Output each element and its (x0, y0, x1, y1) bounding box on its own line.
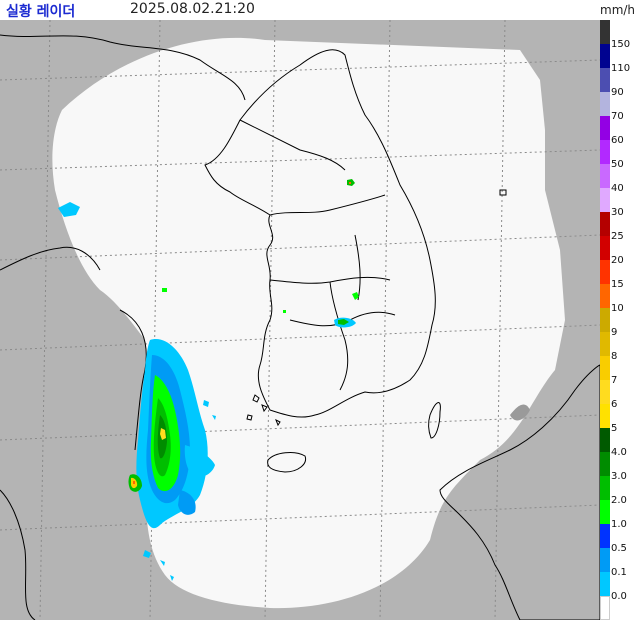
legend-label: 70 (611, 111, 624, 122)
legend-label: 1.0 (611, 519, 627, 530)
legend-swatch (600, 188, 610, 212)
legend-swatch-base (600, 596, 610, 620)
legend-label: 9 (611, 327, 618, 338)
legend-label: 50 (611, 159, 624, 170)
radar-map[interactable] (0, 20, 600, 620)
legend-swatch (600, 284, 610, 308)
legend-swatch (600, 140, 610, 164)
legend-swatch (600, 44, 610, 68)
legend-label: 8 (611, 351, 618, 362)
legend-swatch (600, 476, 610, 500)
legend-swatch (600, 572, 610, 596)
legend-label: 90 (611, 87, 624, 98)
legend-label: 3.0 (611, 471, 627, 482)
legend-label: 0.1 (611, 567, 627, 578)
legend-swatch (600, 428, 610, 452)
legend-swatch (600, 20, 610, 44)
radar-echoes (58, 179, 530, 581)
precipitation-legend: 150 110 90 70 60 50 40 30 25 20 15 10 9 8 7 6 5 4.0 3.0 2.0… (600, 20, 635, 620)
legend-label: 30 (611, 207, 624, 218)
legend-label: 6 (611, 399, 618, 410)
legend-label: 2.0 (611, 495, 627, 506)
legend-swatch (600, 548, 610, 572)
legend-swatch (600, 500, 610, 524)
observation-timestamp: 2025.08.02.21:20 (130, 1, 255, 17)
legend-label: 150 (611, 39, 631, 50)
legend-label: 60 (611, 135, 624, 146)
legend-swatch (600, 236, 610, 260)
legend-unit: mm/h (600, 3, 635, 17)
legend-swatch (600, 404, 610, 428)
legend-label: 110 (611, 63, 631, 74)
legend-swatch (600, 68, 610, 92)
legend-label: 10 (611, 303, 624, 314)
legend-label: 0.0 (611, 591, 627, 602)
legend-swatch (600, 524, 610, 548)
legend-swatch (600, 212, 610, 236)
legend-label: 25 (611, 231, 624, 242)
legend-swatch (600, 452, 610, 476)
legend-swatch (600, 116, 610, 140)
legend-label: 5 (611, 423, 618, 434)
legend-swatch (600, 308, 610, 332)
legend-label: 40 (611, 183, 624, 194)
legend-label: 20 (611, 255, 624, 266)
legend-label: 15 (611, 279, 624, 290)
header-bar: 실황 레이더 2025.08.02.21:20 mm/h (0, 0, 635, 20)
legend-swatch (600, 356, 610, 380)
legend-swatch (600, 380, 610, 404)
page-title: 실황 레이더 (6, 4, 76, 20)
legend-swatch (600, 92, 610, 116)
legend-swatch (600, 332, 610, 356)
legend-swatch (600, 260, 610, 284)
legend-swatch (600, 164, 610, 188)
coastline (0, 34, 600, 620)
legend-label: 4.0 (611, 447, 627, 458)
legend-label: 7 (611, 375, 618, 386)
legend-label: 0.5 (611, 543, 627, 554)
